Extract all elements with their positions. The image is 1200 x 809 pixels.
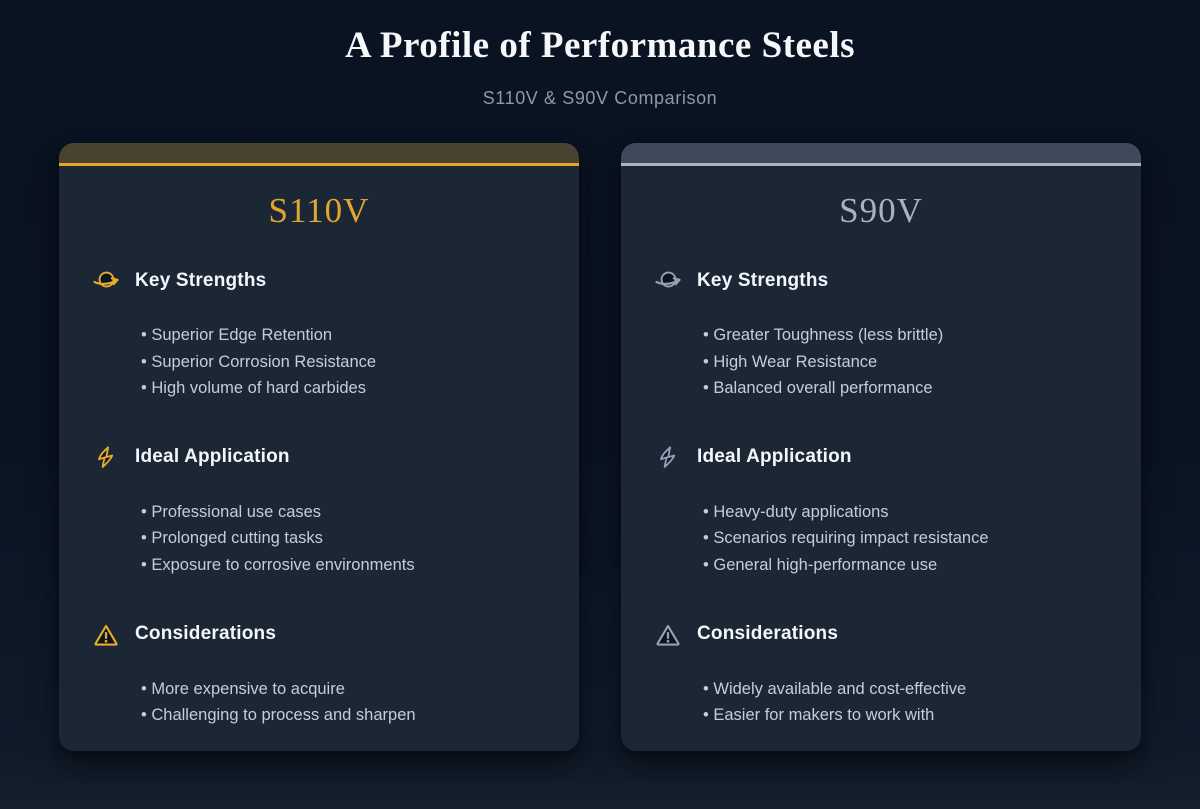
card-title: S110V [268,191,370,230]
list-item: General high-performance use [703,552,1107,579]
list-item: Superior Corrosion Resistance [141,349,545,376]
section-ideal-application: Ideal Application Heavy-duty application… [655,445,1107,579]
page-subtitle: S110V & S90V Comparison [482,88,718,108]
comparison-cards: S110V Key Strengths Superior Edge Retent… [0,143,1200,751]
section-label: Ideal Application [697,446,852,468]
card-title: S90V [839,191,923,230]
comet-orbit-icon [93,271,119,288]
section-considerations: Considerations Widely available and cost… [655,622,1107,729]
card-s110v: S110V Key Strengths Superior Edge Retent… [59,143,579,751]
section-label: Key Strengths [135,269,267,291]
card-body: Key Strengths Superior Edge Retention Su… [59,268,579,729]
list-item: Greater Toughness (less brittle) [703,322,1107,349]
section-list: Professional use cases Prolonged cutting… [141,499,545,579]
section-label: Considerations [697,623,839,645]
section-label: Ideal Application [135,446,290,468]
card-accent-band [59,143,579,166]
page-header: A Profile of Performance Steels S110V & … [0,0,1200,109]
card-s90v: S90V Key Strengths Greater Toughness (le… [621,143,1141,751]
section-label: Key Strengths [697,269,829,291]
section-list: Widely available and cost-effective Easi… [703,676,1107,729]
warning-triangle-icon [94,624,118,646]
lightning-bolt-icon [97,446,114,468]
list-item: Scenarios requiring impact resistance [703,525,1107,552]
section-label: Considerations [135,623,277,645]
list-item: High volume of hard carbides [141,375,545,402]
section-header: Ideal Application [655,445,1107,470]
section-list: More expensive to acquire Challenging to… [141,676,545,729]
page-title: A Profile of Performance Steels [344,25,855,66]
card-accent-band [621,143,1141,166]
list-item: High Wear Resistance [703,349,1107,376]
list-item: Heavy-duty applications [703,499,1107,526]
section-header: Ideal Application [93,445,545,470]
section-list: Greater Toughness (less brittle) High We… [703,322,1107,402]
section-header: Considerations [655,622,1107,647]
list-item: Prolonged cutting tasks [141,525,545,552]
section-list: Heavy-duty applications Scenarios requir… [703,499,1107,579]
list-item: Easier for makers to work with [703,702,1107,729]
section-list: Superior Edge Retention Superior Corrosi… [141,322,545,402]
list-item: Widely available and cost-effective [703,676,1107,703]
list-item: Professional use cases [141,499,545,526]
section-ideal-application: Ideal Application Professional use cases… [93,445,545,579]
card-body: Key Strengths Greater Toughness (less br… [621,268,1141,729]
section-key-strengths: Key Strengths Superior Edge Retention Su… [93,268,545,402]
section-considerations: Considerations More expensive to acquire… [93,622,545,729]
lightning-bolt-icon [659,446,676,468]
section-key-strengths: Key Strengths Greater Toughness (less br… [655,268,1107,402]
comet-orbit-icon [655,271,681,288]
section-header: Key Strengths [655,268,1107,293]
list-item: Challenging to process and sharpen [141,702,545,729]
list-item: Superior Edge Retention [141,322,545,349]
list-item: Exposure to corrosive environments [141,552,545,579]
list-item: Balanced overall performance [703,375,1107,402]
section-header: Key Strengths [93,268,545,293]
section-header: Considerations [93,622,545,647]
warning-triangle-icon [656,624,680,646]
list-item: More expensive to acquire [141,676,545,703]
